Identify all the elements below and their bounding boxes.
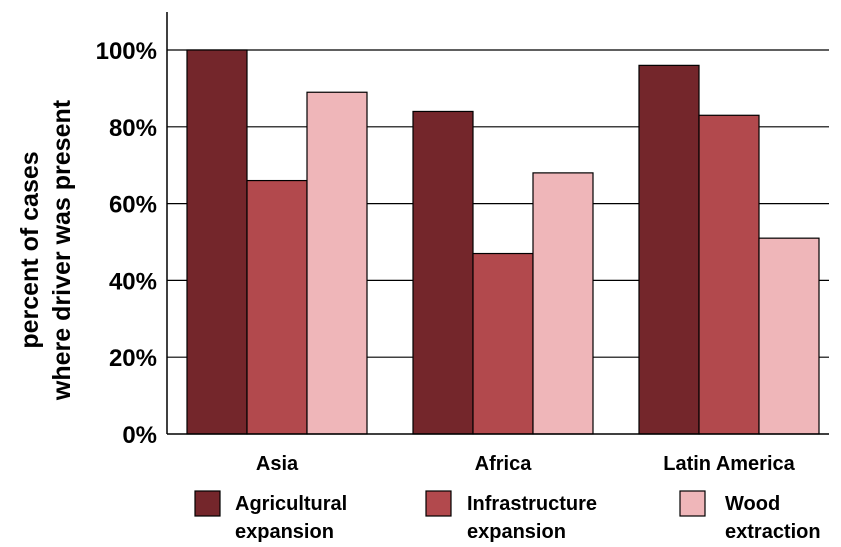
- axes: [166, 12, 829, 435]
- x-category-labels: Asia Africa Latin America: [256, 453, 796, 475]
- legend-label-line-2: expansion: [467, 521, 566, 543]
- bar: [698, 114, 760, 435]
- y-tick-label: 40%: [109, 268, 157, 295]
- x-category-label: Africa: [475, 453, 533, 475]
- bar: [758, 237, 820, 435]
- x-category-label: Asia: [256, 453, 299, 475]
- bar: [412, 110, 474, 435]
- legend-label-line-1: Agricultural: [235, 493, 347, 515]
- bars: [186, 49, 820, 435]
- bar: [638, 64, 700, 435]
- bar: [532, 172, 594, 435]
- y-tick-label: 60%: [109, 192, 157, 219]
- y-axis-title: percent of cases where driver was presen…: [16, 99, 76, 401]
- legend-label-line-2: extraction: [725, 521, 821, 543]
- y-tick-label: 100%: [96, 38, 157, 65]
- bar: [186, 49, 248, 435]
- legend-swatch: [194, 490, 221, 517]
- bar: [246, 179, 308, 435]
- y-axis-title-line-2: where driver was present: [48, 99, 76, 401]
- y-tick-label: 20%: [109, 345, 157, 372]
- legend-label-line-2: expansion: [235, 521, 334, 543]
- x-category-label: Latin America: [663, 453, 795, 475]
- legend-swatch: [425, 490, 452, 517]
- y-tick-label: 0%: [122, 422, 157, 449]
- y-tick-label: 80%: [109, 115, 157, 142]
- bar: [306, 91, 368, 435]
- legend-label-line-1: Wood: [725, 493, 780, 515]
- legend-swatch: [679, 490, 706, 517]
- legend-label-line-1: Infrastructure: [467, 493, 597, 515]
- y-tick-labels: 0% 20% 40% 60% 80% 100%: [96, 38, 157, 449]
- y-axis-title-line-1: percent of cases: [16, 151, 44, 348]
- bar: [472, 252, 534, 435]
- legend: Agricultural expansion Infrastructure expan…: [194, 490, 821, 543]
